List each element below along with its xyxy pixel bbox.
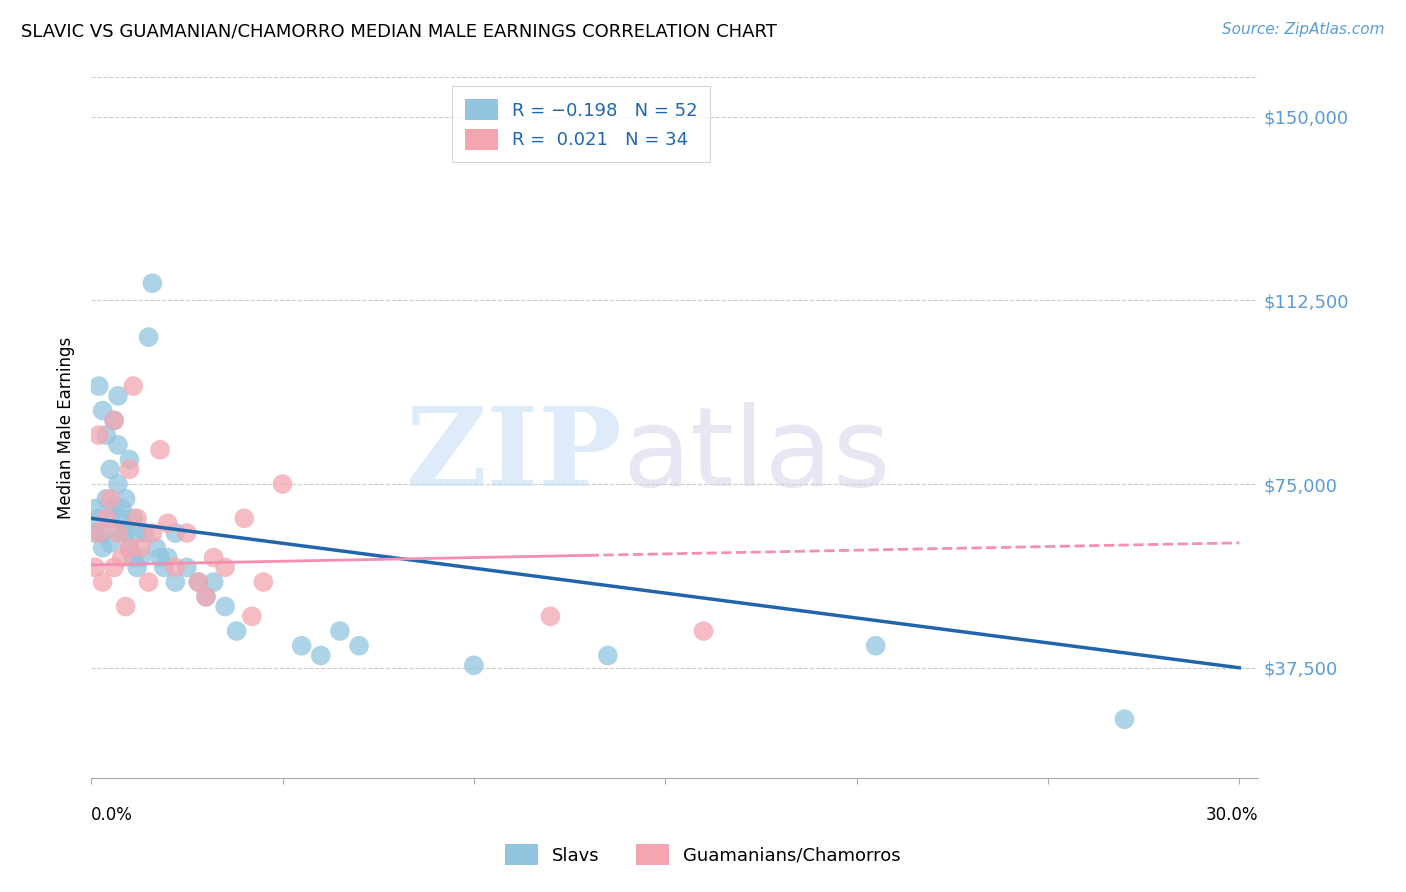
Point bbox=[111, 511, 134, 525]
Point bbox=[165, 560, 187, 574]
Point bbox=[134, 526, 156, 541]
Point bbox=[91, 575, 114, 590]
Point bbox=[84, 501, 107, 516]
Point bbox=[187, 575, 209, 590]
Point bbox=[114, 491, 136, 506]
Point bbox=[122, 379, 145, 393]
Point bbox=[107, 526, 129, 541]
Y-axis label: Median Male Earnings: Median Male Earnings bbox=[58, 336, 75, 519]
Point bbox=[214, 599, 236, 614]
Point bbox=[225, 624, 247, 638]
Point bbox=[103, 501, 125, 516]
Point bbox=[138, 330, 160, 344]
Point bbox=[111, 550, 134, 565]
Point bbox=[129, 550, 152, 565]
Point bbox=[596, 648, 619, 663]
Point bbox=[309, 648, 332, 663]
Point bbox=[692, 624, 714, 638]
Point bbox=[138, 575, 160, 590]
Point bbox=[98, 536, 121, 550]
Point bbox=[103, 560, 125, 574]
Point bbox=[111, 501, 134, 516]
Point bbox=[118, 541, 141, 555]
Point bbox=[176, 526, 198, 541]
Point bbox=[271, 477, 294, 491]
Point bbox=[87, 526, 110, 541]
Point bbox=[129, 541, 152, 555]
Point bbox=[114, 526, 136, 541]
Point bbox=[114, 599, 136, 614]
Point bbox=[538, 609, 561, 624]
Text: atlas: atlas bbox=[623, 402, 891, 509]
Point bbox=[291, 639, 314, 653]
Point bbox=[98, 511, 121, 525]
Point bbox=[865, 639, 887, 653]
Point bbox=[103, 413, 125, 427]
Point bbox=[107, 477, 129, 491]
Point bbox=[463, 658, 485, 673]
Point bbox=[149, 550, 172, 565]
Legend: R = −0.198   N = 52, R =  0.021   N = 34: R = −0.198 N = 52, R = 0.021 N = 34 bbox=[453, 87, 710, 162]
Text: SLAVIC VS GUAMANIAN/CHAMORRO MEDIAN MALE EARNINGS CORRELATION CHART: SLAVIC VS GUAMANIAN/CHAMORRO MEDIAN MALE… bbox=[21, 22, 778, 40]
Point bbox=[176, 560, 198, 574]
Point bbox=[96, 428, 118, 442]
Point bbox=[118, 452, 141, 467]
Point bbox=[98, 462, 121, 476]
Point bbox=[111, 526, 134, 541]
Point bbox=[84, 560, 107, 574]
Point bbox=[194, 590, 217, 604]
Point bbox=[98, 491, 121, 506]
Point bbox=[141, 526, 163, 541]
Point bbox=[165, 526, 187, 541]
Point bbox=[329, 624, 352, 638]
Point bbox=[125, 526, 148, 541]
Text: ZIP: ZIP bbox=[405, 402, 623, 509]
Point bbox=[91, 541, 114, 555]
Point bbox=[107, 438, 129, 452]
Point bbox=[240, 609, 263, 624]
Point bbox=[252, 575, 274, 590]
Point bbox=[125, 511, 148, 525]
Point bbox=[149, 442, 172, 457]
Point bbox=[87, 379, 110, 393]
Point bbox=[96, 491, 118, 506]
Point bbox=[141, 276, 163, 290]
Point bbox=[347, 639, 370, 653]
Point bbox=[87, 511, 110, 525]
Point bbox=[118, 462, 141, 476]
Point bbox=[153, 560, 176, 574]
Point bbox=[1114, 712, 1136, 726]
Point bbox=[194, 590, 217, 604]
Point bbox=[107, 389, 129, 403]
Point bbox=[122, 511, 145, 525]
Text: Source: ZipAtlas.com: Source: ZipAtlas.com bbox=[1222, 22, 1385, 37]
Point bbox=[233, 511, 256, 525]
Point bbox=[84, 526, 107, 541]
Point bbox=[103, 413, 125, 427]
Legend: Slavs, Guamanians/Chamorros: Slavs, Guamanians/Chamorros bbox=[496, 835, 910, 874]
Point bbox=[87, 428, 110, 442]
Point bbox=[122, 550, 145, 565]
Point bbox=[118, 541, 141, 555]
Point bbox=[145, 541, 167, 555]
Point bbox=[156, 550, 179, 565]
Point bbox=[125, 560, 148, 574]
Point bbox=[202, 575, 225, 590]
Point bbox=[91, 526, 114, 541]
Point bbox=[187, 575, 209, 590]
Point bbox=[214, 560, 236, 574]
Point bbox=[91, 403, 114, 417]
Text: 0.0%: 0.0% bbox=[91, 806, 134, 824]
Point bbox=[96, 511, 118, 525]
Point bbox=[156, 516, 179, 531]
Point bbox=[202, 550, 225, 565]
Text: 30.0%: 30.0% bbox=[1206, 806, 1258, 824]
Point bbox=[165, 575, 187, 590]
